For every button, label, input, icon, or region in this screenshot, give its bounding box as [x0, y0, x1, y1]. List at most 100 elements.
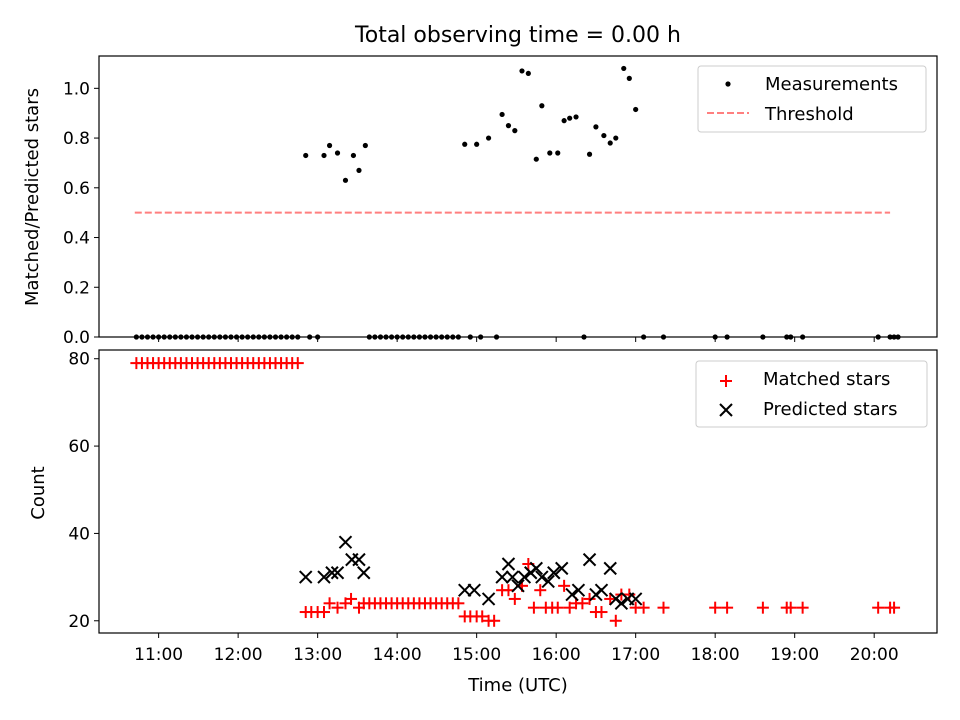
- measurement-point: [561, 118, 567, 124]
- x-tick-label: 14:00: [373, 645, 422, 665]
- matched-star-point: [534, 584, 547, 597]
- matched-star-point: [345, 592, 358, 605]
- predicted-star-point: [325, 566, 339, 580]
- predicted-star-point: [317, 570, 331, 584]
- measurement-point: [633, 106, 639, 113]
- top-y-tick-label: 0.0: [63, 328, 90, 348]
- predicted-star-point: [594, 583, 609, 597]
- predicted-star-point: [555, 561, 569, 576]
- matched-star-point: [756, 601, 769, 614]
- measurement-point: [303, 152, 309, 159]
- matched-star-point: [583, 592, 596, 605]
- measurement-point: [485, 135, 492, 141]
- bottom-x-axis: 11:00 12:00 13:00 14:00 15:00 16:00 17:00 18:00…: [134, 633, 899, 665]
- x-tick-label: 15:00: [452, 645, 501, 665]
- measurement-point: [362, 142, 368, 149]
- measurement-point: [321, 152, 327, 159]
- bottom-plot-frame: [98, 349, 938, 634]
- legend-measurements-marker: [725, 81, 731, 87]
- bottom-y-axis-label: Count: [28, 466, 49, 519]
- x-tick-label: 17:00: [611, 645, 660, 665]
- x-tick-label: 18:00: [691, 645, 740, 665]
- measurement-point: [555, 150, 561, 156]
- measurement-point: [350, 152, 357, 159]
- measurement-point: [499, 111, 505, 118]
- bottom-y-tick-label: 20: [68, 612, 90, 632]
- matched-star-point: [721, 601, 734, 614]
- predicted-star-point: [529, 561, 543, 576]
- measurement-point: [512, 128, 518, 134]
- predicted-star-point: [330, 566, 345, 580]
- measurement-point: [334, 150, 341, 156]
- predicted-star-point: [505, 570, 520, 584]
- legend-predicted-label: Predicted stars: [763, 399, 897, 420]
- bottom-plot-area: [130, 357, 901, 627]
- predicted-star-point: [603, 561, 617, 576]
- matched-star-point: [709, 601, 722, 614]
- predicted-star-point: [481, 592, 496, 606]
- top-plot-area: [133, 65, 901, 340]
- top-y-tick-label: 0.2: [63, 278, 90, 298]
- predicted-star-point: [582, 552, 597, 567]
- matched-star-point: [595, 606, 608, 619]
- top-legend: Measurements Threshold: [697, 65, 927, 133]
- measurement-point: [607, 140, 613, 146]
- bottom-y-tick-label: 40: [68, 524, 90, 544]
- predicted-star-point: [571, 583, 586, 597]
- predicted-star-point: [511, 579, 525, 593]
- measurement-point: [601, 132, 607, 139]
- matched-star-point: [784, 601, 797, 614]
- predicted-star-point: [614, 596, 629, 611]
- measurement-point: [505, 123, 512, 129]
- x-tick-label: 16:00: [532, 645, 581, 665]
- matched-star-point: [331, 601, 344, 614]
- measurement-point: [593, 124, 599, 130]
- x-tick-label: 20:00: [850, 645, 899, 665]
- predicted-star-point: [495, 570, 509, 584]
- matched-star-point: [488, 614, 501, 627]
- matched-star-point: [657, 601, 670, 614]
- predicted-star-point: [299, 570, 313, 584]
- predicted-star-point: [565, 587, 579, 602]
- top-chart-title: Total observing time = 0.00 h: [354, 23, 681, 48]
- measurement-point: [626, 75, 632, 81]
- measurement-point: [462, 141, 468, 147]
- top-legend-box: [697, 65, 927, 133]
- top-y-tick-label: 0.8: [63, 129, 90, 149]
- matched-star-point: [872, 601, 885, 614]
- top-x-axis: [158, 337, 875, 342]
- measurement-point: [342, 177, 349, 183]
- matched-star-point: [888, 601, 901, 614]
- predicted-star-point: [357, 566, 371, 580]
- measurement-point: [573, 114, 579, 120]
- measurement-point: [586, 151, 593, 157]
- top-y-tick-label: 0.4: [63, 229, 90, 249]
- predicted-star-point: [501, 557, 516, 571]
- measurement-point: [356, 167, 362, 173]
- predicted-star-point: [458, 583, 472, 597]
- matched-star-point: [452, 597, 465, 610]
- bottom-y-tick-label: 60: [68, 437, 90, 457]
- top-plot-frame: [98, 55, 938, 338]
- measurement-point: [613, 135, 619, 141]
- x-tick-label: 19:00: [770, 645, 819, 665]
- predicted-star-point: [338, 535, 353, 549]
- matched-star-point: [476, 610, 489, 623]
- matched-star-point: [637, 601, 650, 614]
- top-y-axis-label: Matched/Predicted stars: [22, 88, 43, 306]
- measurement-point: [533, 156, 539, 162]
- legend-matched-label: Matched stars: [763, 369, 890, 390]
- legend-measurements-label: Measurements: [765, 74, 898, 95]
- predicted-star-point: [628, 592, 643, 606]
- top-y-axis: 0.0 0.2 0.4 0.6 0.8 1.0: [63, 79, 99, 348]
- bottom-legend-box: [695, 360, 928, 428]
- x-axis-label: Time (UTC): [467, 675, 568, 696]
- matched-star-point: [551, 601, 564, 614]
- top-y-tick-label: 0.6: [63, 179, 90, 199]
- matched-star-point: [563, 601, 576, 614]
- predicted-star-point: [352, 552, 366, 567]
- bottom-legend: Matched stars Predicted stars: [695, 360, 928, 428]
- predicted-star-point: [547, 566, 561, 580]
- matched-star-point: [796, 601, 809, 614]
- top-y-tick-label: 1.0: [63, 79, 90, 99]
